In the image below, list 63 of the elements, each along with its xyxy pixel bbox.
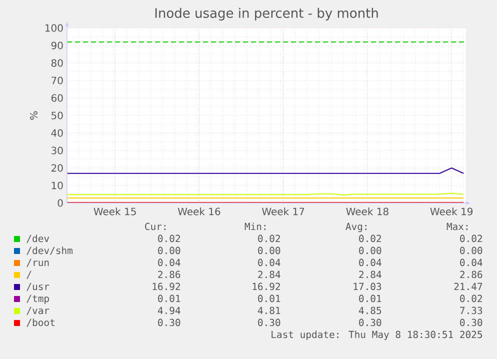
text: 0.30 — [258, 318, 280, 326]
text: 0.02 — [258, 234, 280, 242]
legend-label: / — [26, 270, 32, 279]
text: 0.30 — [460, 318, 482, 326]
text: 0.02 — [359, 234, 381, 242]
text: 0.00 — [258, 246, 280, 254]
x-tick-label: Week 16 — [178, 208, 220, 216]
text: 2.86 — [158, 270, 180, 278]
text: 0.30 — [359, 318, 382, 326]
legend-label: /usr — [26, 282, 50, 291]
y-tick-label: 20 — [51, 164, 63, 172]
text: 0.02 — [460, 234, 482, 242]
text: 0.01 — [258, 294, 280, 302]
text: 16.92 — [252, 282, 280, 290]
text: 4.94 — [158, 306, 180, 314]
text: 17.03 — [354, 282, 382, 290]
text: 0.04 — [158, 258, 180, 266]
legend-label: /dev — [26, 234, 50, 243]
y-tick-label: 60 — [51, 94, 63, 102]
chart-title: Inode usage in percent - by month — [155, 8, 378, 20]
y-tick-label: 80 — [51, 59, 63, 67]
text: 2.86 — [460, 270, 482, 278]
y-tick-label: 70 — [52, 76, 63, 84]
y-tick-label: 40 — [51, 129, 63, 137]
text: 0.04 — [460, 258, 482, 266]
text: 0.04 — [359, 258, 382, 266]
text: 0.01 — [359, 294, 382, 302]
legend-label: /boot — [26, 318, 54, 327]
x-tick-label: Week 18 — [346, 208, 388, 216]
x-tick-label: Week 17 — [262, 208, 304, 216]
text: 0.00 — [359, 246, 382, 254]
x-tick-label: Week 19 — [430, 208, 473, 216]
text: 2.84 — [359, 270, 382, 278]
text: 7.33 — [460, 306, 482, 314]
text: 16.92 — [152, 282, 180, 290]
text: 0.02 — [460, 294, 482, 302]
text: 0.02 — [158, 234, 180, 242]
text: 4.81 — [258, 306, 280, 314]
y-tick-label: 30 — [52, 146, 63, 154]
text: 21.47 — [454, 282, 482, 290]
y-tick-label: 50 — [52, 112, 63, 120]
text: Min: — [244, 222, 266, 230]
text: Max: — [446, 222, 468, 230]
text: 0.04 — [258, 258, 280, 266]
y-axis-title: % — [30, 111, 38, 120]
text: 0.30 — [158, 318, 180, 326]
legend-label: /run — [26, 258, 49, 267]
y-tick-label: 10 — [52, 182, 63, 190]
y-tick-label: 90 — [51, 42, 63, 50]
text: 4.85 — [358, 306, 382, 314]
text: Avg: — [346, 222, 366, 232]
text: Cur: — [145, 222, 166, 230]
text: 0.01 — [158, 294, 180, 302]
y-tick-label: 100 — [45, 24, 63, 32]
text: Last update: Thu May 8 18:30:51 2025 — [272, 330, 482, 340]
x-tick-label: Week 15 — [94, 208, 136, 216]
text: 0.00 — [460, 246, 482, 254]
y-tick-label: 0 — [58, 199, 63, 207]
legend-label: /tmp — [26, 294, 49, 304]
text: 0.00 — [158, 246, 180, 254]
legend-label: /var — [26, 306, 50, 315]
legend-label: /dev/shm — [26, 246, 72, 255]
text: 2.84 — [258, 270, 280, 278]
